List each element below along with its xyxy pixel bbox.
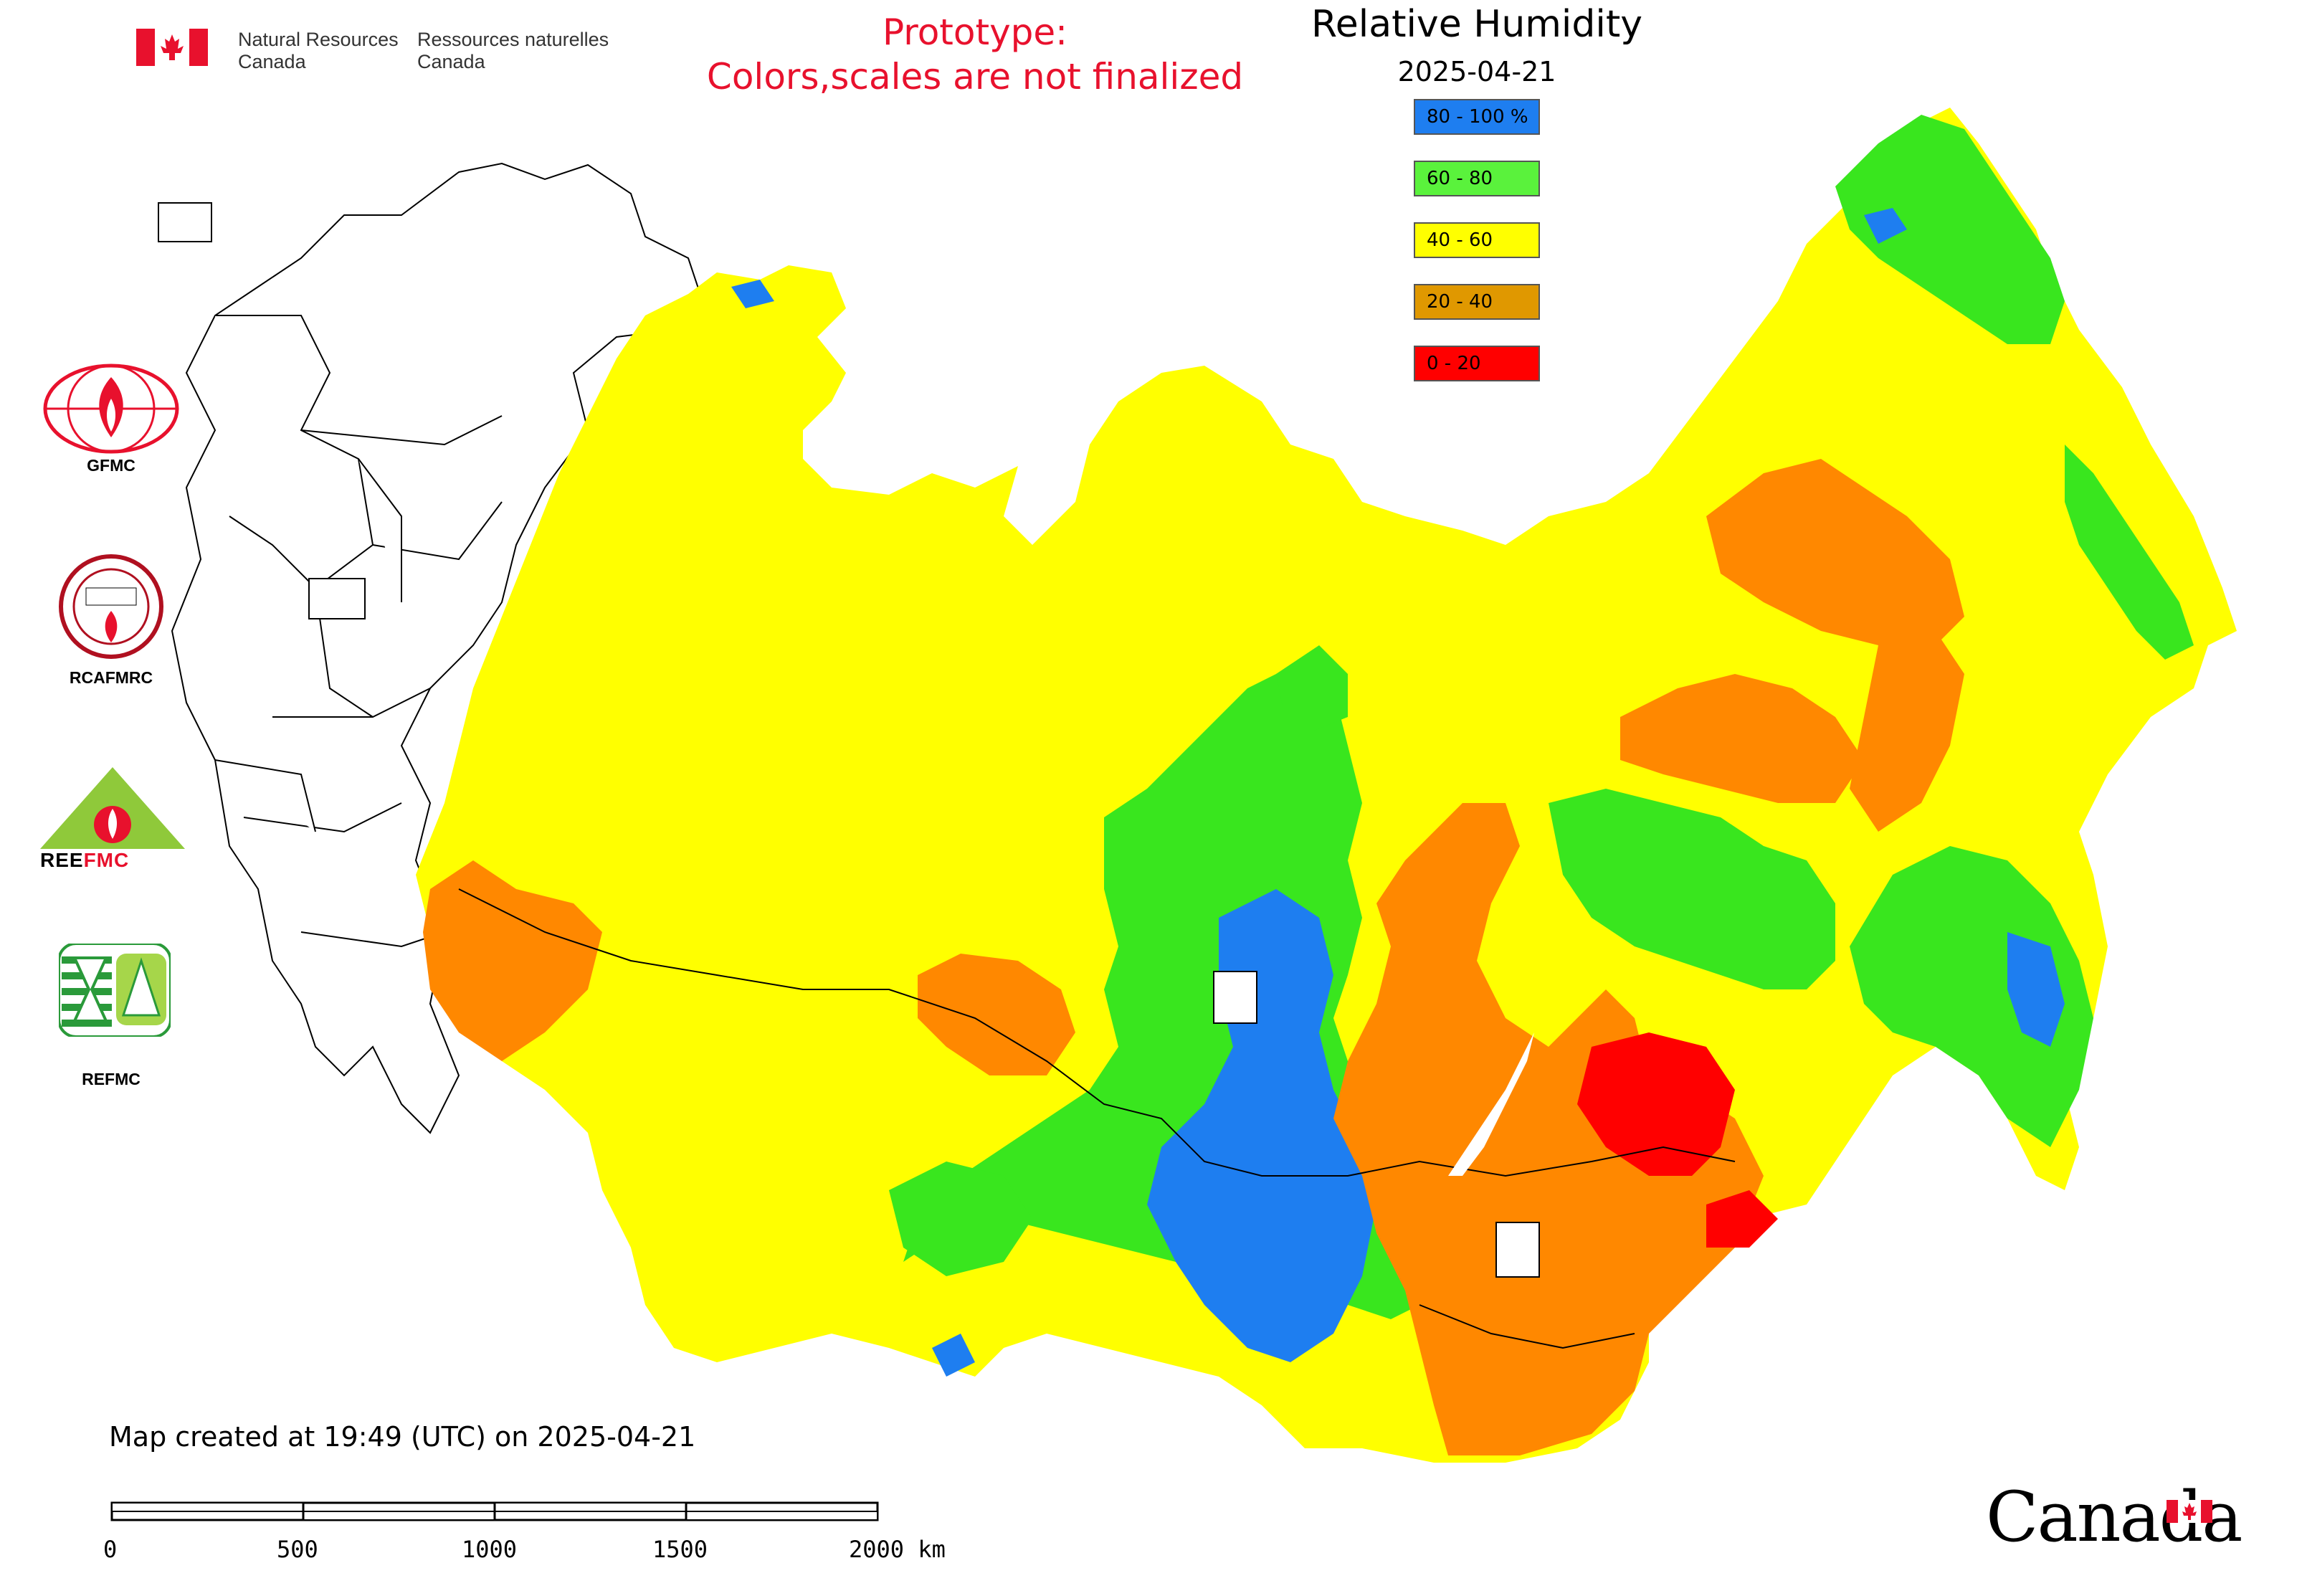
scale-label-0: 0: [103, 1536, 118, 1563]
rh-region-80-100-south: [932, 1334, 975, 1377]
rh-region-60-80-kamchatka: [2065, 445, 2194, 660]
refmc-label: REFMC: [82, 1070, 141, 1088]
rh-region-60-80-south: [889, 1162, 1032, 1276]
rh-region-20-40-kaz: [918, 954, 1075, 1075]
reefmc-logo-icon: [40, 767, 185, 869]
rh-region-60-80-north: [1276, 645, 1348, 731]
gfmc-logo-icon: [43, 364, 179, 454]
canada-flag-icon: [136, 29, 208, 66]
rh-region-60-80-chukotka: [1835, 115, 2065, 344]
agency-en: Natural Resources Canada: [238, 29, 399, 73]
scale-label-1000: 1000: [462, 1536, 518, 1563]
rh-region-20-40-baikal: [1333, 803, 1764, 1455]
rh-region-60-80-amur: [1850, 846, 2093, 1147]
scale-bar: [110, 1501, 879, 1521]
reefmc-wordmark: REEFMC: [40, 849, 130, 871]
rh-region-20-40-ne: [1706, 459, 1964, 645]
legend-item: 20 - 40: [1414, 284, 1540, 320]
legend-item: 60 - 80: [1414, 161, 1540, 196]
scale-label-1500: 1500: [652, 1536, 708, 1563]
agency-fr: Ressources naturelles Canada: [417, 29, 609, 73]
gfmc-label: GFMC: [87, 456, 135, 475]
rcafmrc-label: RCAFMRC: [69, 668, 153, 687]
rh-region-80-100-amur: [2007, 932, 2065, 1047]
agency-fr-line2: Canada: [417, 51, 485, 72]
refmc-logo-icon: [59, 944, 171, 1037]
rcafmrc-marker: [1495, 1222, 1540, 1278]
map-created-text: Map created at 19:49 (UTC) on 2025-04-21: [109, 1421, 696, 1453]
agency-en-line1: Natural Resources: [238, 29, 399, 50]
legend: 80 - 100 % 60 - 80 40 - 60 20 - 40 0 - 2…: [1414, 99, 1543, 386]
scale-label-500: 500: [277, 1536, 318, 1563]
rh-region-20-40-west: [423, 860, 602, 1061]
legend-item: 40 - 60: [1414, 222, 1540, 258]
rh-region-20-40-yakutia: [1620, 674, 1864, 803]
reefmc-marker: [308, 578, 366, 619]
agency-fr-line1: Ressources naturelles: [417, 29, 609, 50]
agency-en-line2: Canada: [238, 51, 306, 72]
canada-wordmark-flag-icon: [2167, 1500, 2212, 1523]
rh-region-80-100-chukotka: [1864, 208, 1907, 244]
refmc-marker: [1213, 971, 1257, 1024]
borders: [458, 888, 1736, 1349]
map-date: 2025-04-21: [1397, 56, 1556, 87]
rcafmrc-logo-icon: [59, 554, 163, 659]
prototype-notice: Prototype: Colors,scales are not finaliz…: [631, 10, 1319, 99]
gfmc-marker: [158, 202, 212, 242]
rh-region-60-80-east: [1549, 789, 1835, 989]
legend-item: 80 - 100 %: [1414, 99, 1540, 135]
europe-outline: [171, 162, 704, 1134]
rh-region-20-40-east-coast: [1850, 631, 1964, 832]
rh-region-0-20-mongolia: [1577, 1032, 1735, 1176]
prototype-line1: Prototype:: [882, 11, 1068, 53]
legend-item: 0 - 20: [1414, 346, 1540, 381]
rh-field: [416, 108, 2237, 1463]
prototype-line2: Colors,scales are not finalized: [706, 56, 1244, 98]
rh-region-80-100-central: [1147, 889, 1376, 1362]
scale-label-2000: 2000 km: [849, 1536, 946, 1563]
rh-region-0-20-east: [1706, 1190, 1778, 1248]
rh-region-80-100-kola: [731, 280, 774, 308]
map-title: Relative Humidity: [1311, 3, 1642, 46]
